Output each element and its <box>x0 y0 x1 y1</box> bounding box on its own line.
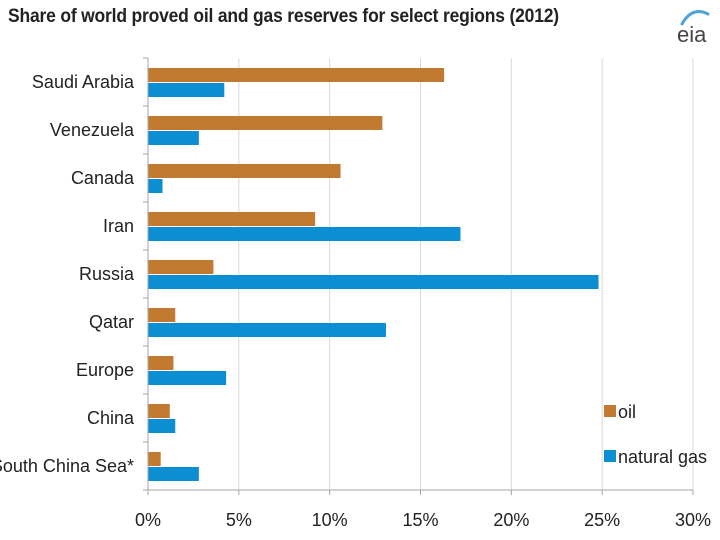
gas-bar <box>148 83 225 97</box>
x-tick-label: 5% <box>226 510 252 530</box>
gas-bar <box>148 131 199 145</box>
legend-label-gas: natural gas <box>618 447 707 467</box>
gas-bar <box>148 419 176 433</box>
oil-bar <box>148 116 383 130</box>
oil-bar <box>148 356 174 370</box>
gas-bar <box>148 371 227 385</box>
x-tick-label: 0% <box>135 510 161 530</box>
category-label: Venezuela <box>50 120 135 140</box>
category-label: Saudi Arabia <box>32 72 135 92</box>
x-tick-label: 25% <box>584 510 620 530</box>
x-tick-label: 15% <box>402 510 438 530</box>
legend-swatch-oil <box>604 405 616 417</box>
legend-swatch-gas <box>604 450 616 462</box>
eia-logo: eia <box>674 4 714 48</box>
eia-logo-icon: eia <box>677 10 710 47</box>
category-label: South China Sea* <box>0 456 134 476</box>
category-label: Qatar <box>89 312 134 332</box>
logo-text: eia <box>677 22 707 47</box>
oil-bar <box>148 452 161 466</box>
oil-bar <box>148 308 176 322</box>
oil-bar <box>148 212 316 226</box>
bars <box>148 68 599 481</box>
x-tick-label: 20% <box>493 510 529 530</box>
category-label: China <box>87 408 135 428</box>
x-tick-labels: 0% 5% 10% 15% 20% 25% 30% <box>135 510 711 530</box>
legend: oil natural gas <box>604 402 707 467</box>
logo-swoosh <box>680 10 710 26</box>
axes <box>143 57 694 495</box>
category-label: Canada <box>71 168 135 188</box>
oil-bar <box>148 164 341 178</box>
category-labels: Saudi Arabia Venezuela Canada Iran Russia Qat… <box>0 72 135 476</box>
gas-bar <box>148 179 163 193</box>
x-tick-label: 10% <box>312 510 348 530</box>
legend-label-oil: oil <box>618 402 636 422</box>
category-label: Europe <box>76 360 134 380</box>
gas-bar <box>148 323 386 337</box>
oil-bar <box>148 404 170 418</box>
oil-bar <box>148 260 214 274</box>
gas-bar <box>148 467 199 481</box>
x-tick-label: 30% <box>675 510 711 530</box>
gas-bar <box>148 227 461 241</box>
gas-bar <box>148 275 599 289</box>
category-label: Iran <box>103 216 134 236</box>
gridlines <box>238 58 694 490</box>
chart-title: Share of world proved oil and gas reserv… <box>8 6 559 27</box>
category-label: Russia <box>79 264 135 284</box>
oil-bar <box>148 68 445 82</box>
